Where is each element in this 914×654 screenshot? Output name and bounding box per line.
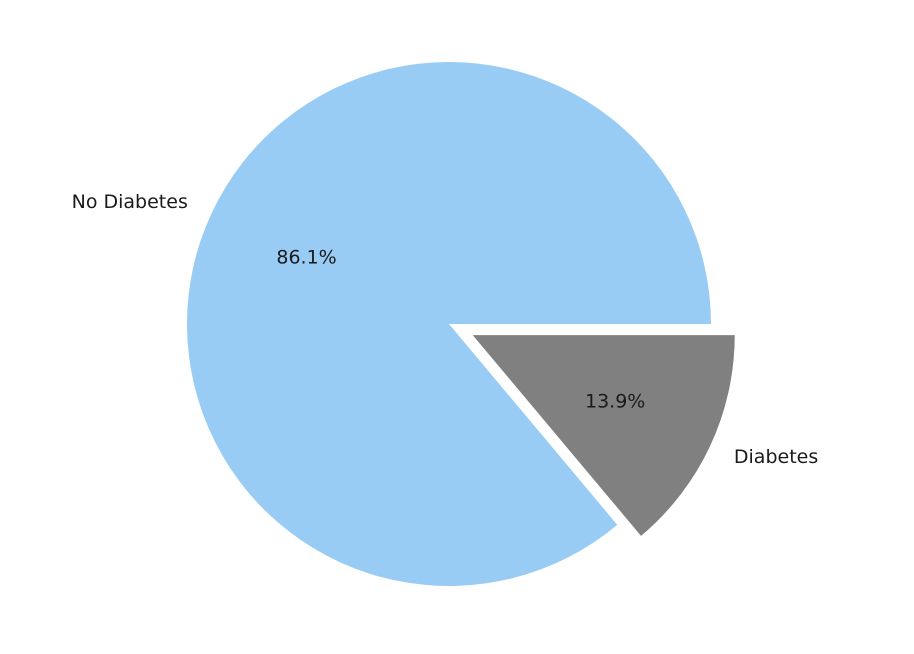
pie-pct-label-diabetes: 13.9% xyxy=(585,391,645,413)
pie-category-label-no-diabetes: No Diabetes xyxy=(72,191,188,213)
pie-slice-diabetes xyxy=(472,335,735,536)
pie-pct-label-no-diabetes: 86.1% xyxy=(276,247,336,269)
pie-category-label-diabetes: Diabetes xyxy=(734,446,818,468)
labels-layer: 86.1% No Diabetes 13.9% Diabetes xyxy=(72,191,819,468)
slices-layer xyxy=(187,61,735,586)
pie-slice-no-diabetes xyxy=(187,61,712,586)
